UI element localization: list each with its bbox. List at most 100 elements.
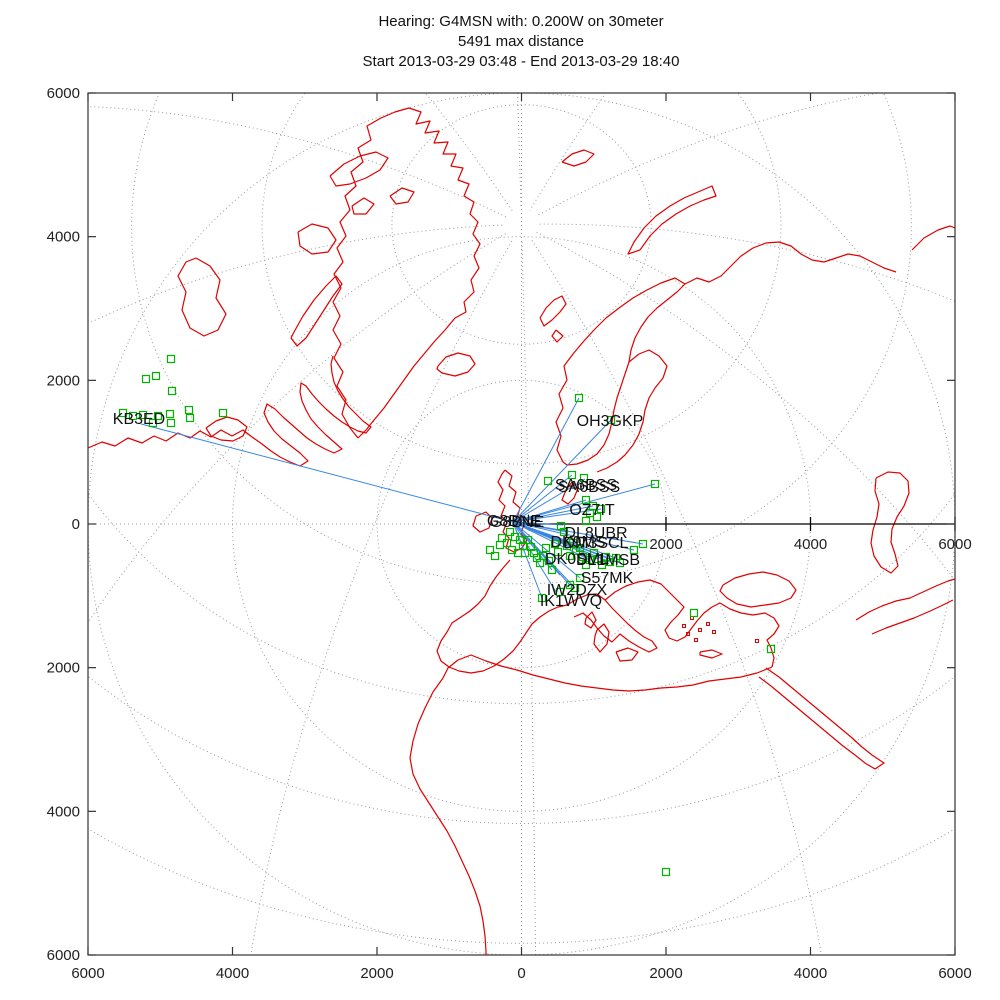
callsign-label: DL8UBR <box>564 525 627 542</box>
callsign-label: IK1WVQ <box>540 593 602 610</box>
islet <box>694 638 698 642</box>
station-square <box>596 504 606 514</box>
station-square <box>148 418 158 428</box>
coastline <box>561 149 595 167</box>
coastline <box>351 197 375 215</box>
graticule-meridian--30 <box>250 238 514 955</box>
graticule-meridian-120 <box>536 93 882 217</box>
station-square <box>497 533 507 543</box>
coastline <box>389 187 415 205</box>
station-square <box>128 411 138 421</box>
callsign-label: SA6BSS <box>558 479 620 496</box>
station-square <box>567 470 577 480</box>
callsign-label: DK9MS <box>550 534 605 551</box>
x-axis-tick-label: 4000 <box>794 965 827 982</box>
graticule-parallel-0 <box>88 828 955 944</box>
coastline <box>436 559 568 674</box>
coastline <box>758 676 885 770</box>
islet <box>706 622 710 626</box>
signal-path <box>512 521 576 589</box>
station-square <box>544 556 554 566</box>
station-square <box>138 410 148 420</box>
y-axis-tick-label: 6000 <box>47 947 80 964</box>
graticule-meridian--90 <box>88 224 505 325</box>
islet <box>755 639 759 643</box>
coastline <box>329 151 389 187</box>
y-axis-tick-label: 0 <box>72 516 80 533</box>
signal-path <box>512 478 586 523</box>
graticule-meridian-90 <box>538 223 955 302</box>
station-square <box>597 560 607 570</box>
coastline <box>719 571 797 608</box>
signal-path <box>512 521 564 526</box>
coastline <box>332 107 481 439</box>
coastline <box>604 579 721 642</box>
station-square <box>579 473 589 483</box>
coastline <box>596 349 668 473</box>
coastline <box>566 593 658 653</box>
x-axis-tick-label: 2000 <box>649 965 682 982</box>
graticule-parallel-75 <box>391 104 652 345</box>
station-square <box>166 418 176 428</box>
signal-path <box>512 397 580 523</box>
station-square <box>218 408 228 418</box>
radial-axis-tick-label: 4000 <box>794 536 827 553</box>
x-axis-tick-label: 2000 <box>360 965 393 982</box>
coastline <box>539 295 567 327</box>
station-square <box>559 527 569 537</box>
station-square <box>490 551 500 561</box>
coastline <box>436 352 476 377</box>
callsign-label: KB3ED <box>113 411 165 428</box>
callsign-label: G8BNE <box>490 514 544 531</box>
callsign-label: IW2DZX <box>547 582 608 599</box>
y-axis-tick-label: 4000 <box>47 229 80 246</box>
station-square <box>550 539 560 549</box>
coastline <box>297 223 337 255</box>
station-square <box>568 538 578 548</box>
y-axis-tick-label: 2000 <box>47 372 80 389</box>
coastline <box>555 277 686 466</box>
station-square <box>166 354 176 364</box>
coastline <box>615 647 639 662</box>
x-axis-tick-label: 4000 <box>216 965 249 982</box>
callsign-label: S57MK <box>581 570 634 587</box>
callsign-label: OH3GKP <box>577 413 644 430</box>
islet <box>686 632 690 636</box>
coastline <box>442 654 773 692</box>
plot-subtitle-timerange: Start 2013-03-29 03:48 - End 2013-03-29 … <box>363 53 680 70</box>
callsign-label: DL1MSB <box>576 552 640 569</box>
plot-frame-layer: 6000600040004000200020000020002000400040… <box>47 85 972 982</box>
coastline <box>472 511 493 533</box>
graticule-parallel-30 <box>88 492 955 705</box>
coastline <box>765 667 882 762</box>
coastline <box>855 578 955 621</box>
station-square <box>575 573 585 583</box>
station-square <box>638 539 648 549</box>
station-square <box>581 495 591 505</box>
graticule-meridian-180 <box>517 93 522 209</box>
y-axis-tick-label: 4000 <box>47 803 80 820</box>
station-square <box>184 405 194 415</box>
graticule-meridian-60 <box>536 231 955 582</box>
coastline <box>699 649 723 659</box>
coastline <box>177 257 227 337</box>
station-square <box>570 583 580 593</box>
station-square <box>153 411 163 421</box>
station-square <box>606 415 616 425</box>
coastline <box>409 677 487 955</box>
signal-path <box>140 423 514 523</box>
graticule-parallel-45 <box>131 93 912 585</box>
coastline <box>911 225 955 251</box>
y-axis-tick-label: 2000 <box>47 660 80 677</box>
station-square <box>555 587 565 597</box>
plot-subtitle-distance: 5491 max distance <box>458 33 584 50</box>
coastline <box>88 355 372 467</box>
callsign-label-layer: KB3ED OH3GKPSA6BSSSA6BSSOZ7ITG8BNEG8BNEDL… <box>113 411 644 610</box>
x-axis-tick-label: 6000 <box>938 965 971 982</box>
coastline <box>871 599 954 635</box>
radial-axis-tick-label: 2000 <box>649 536 682 553</box>
station-square <box>502 538 512 548</box>
